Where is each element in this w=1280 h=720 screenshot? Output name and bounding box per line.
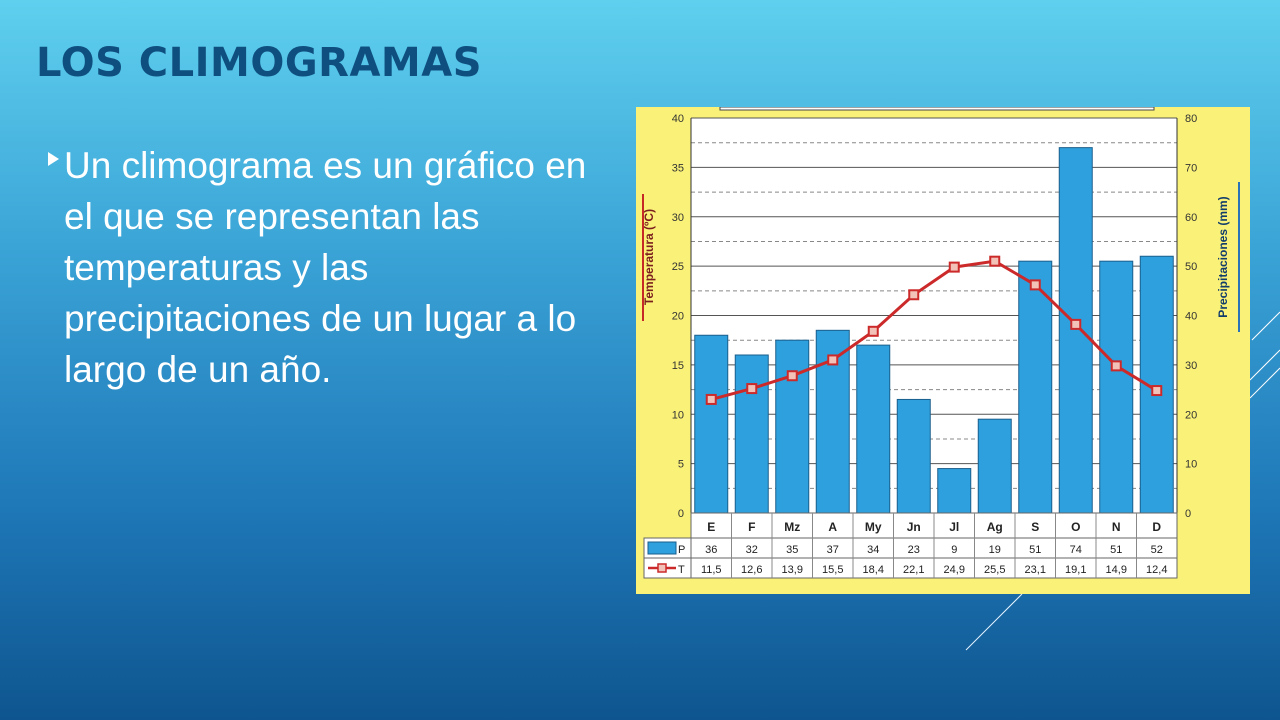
temp-value-My: 18,4 — [863, 564, 884, 576]
category-label-F: F — [748, 520, 755, 534]
temperature-point-D — [1151, 385, 1163, 397]
temperature-point-N — [1110, 360, 1122, 372]
right-tick-label: 80 — [1185, 113, 1197, 125]
bar-O — [1058, 147, 1093, 514]
precip-value-E: 36 — [705, 544, 717, 556]
legend-line-marker — [657, 563, 667, 573]
temperature-point-F — [746, 383, 758, 395]
bar-Mz — [775, 339, 810, 514]
temperature-line — [710, 259, 1158, 401]
left-tick-label: 5 — [678, 459, 684, 471]
temperature-point-S — [1029, 279, 1041, 291]
temperature-point-My — [867, 325, 879, 337]
temp-value-D: 12,4 — [1146, 564, 1167, 576]
precip-value-Jl: 9 — [951, 544, 957, 556]
legend-bar-swatch — [647, 541, 677, 555]
temperature-point-E — [705, 393, 717, 405]
category-label-S: S — [1031, 520, 1039, 534]
temp-value-N: 14,9 — [1106, 564, 1127, 576]
category-label-A: A — [828, 520, 837, 534]
temp-value-S: 23,1 — [1025, 564, 1046, 576]
bar-S — [1018, 260, 1053, 514]
temperature-point-O — [1070, 318, 1082, 330]
precip-value-F: 32 — [746, 544, 758, 556]
bullet-item: Un climograma es un gráfico en el que se… — [48, 140, 618, 395]
temperature-point-Mz — [786, 370, 798, 382]
precip-value-My: 34 — [867, 544, 879, 556]
right-tick-label: 70 — [1185, 162, 1197, 174]
temp-value-Mz: 13,9 — [782, 564, 803, 576]
bar-N — [1099, 260, 1134, 514]
temperature-point-Jl — [948, 261, 960, 273]
category-label-E: E — [707, 520, 715, 534]
temp-value-O: 19,1 — [1065, 564, 1086, 576]
left-tick-label: 25 — [672, 261, 684, 273]
legend-label-p: P — [678, 544, 685, 556]
right-tick-label: 30 — [1185, 360, 1197, 372]
bar-F — [734, 354, 769, 514]
bar-E — [694, 334, 729, 514]
bar-Jl — [937, 468, 972, 514]
bar-My — [856, 344, 891, 514]
left-tick-label: 30 — [672, 212, 684, 224]
left-tick-label: 15 — [672, 360, 684, 372]
chart-header-box — [719, 107, 1155, 111]
precip-value-D: 52 — [1151, 544, 1163, 556]
temperature-point-A — [827, 354, 839, 366]
right-axis-title: Precipitaciones (mm) — [1216, 196, 1230, 317]
precip-value-O: 74 — [1070, 544, 1082, 556]
right-tick-label: 10 — [1185, 459, 1197, 471]
left-tick-label: 10 — [672, 409, 684, 421]
category-label-Jl: Jl — [949, 520, 959, 534]
right-tick-label: 40 — [1185, 311, 1197, 323]
temp-value-Jn: 22,1 — [903, 564, 924, 576]
precip-value-Jn: 23 — [908, 544, 920, 556]
precip-value-Mz: 35 — [786, 544, 798, 556]
right-tick-label: 0 — [1185, 508, 1191, 520]
temp-value-F: 12,6 — [741, 564, 762, 576]
category-label-Jn: Jn — [907, 520, 921, 534]
precip-value-N: 51 — [1110, 544, 1122, 556]
left-tick-label: 40 — [672, 113, 684, 125]
bar-Ag — [977, 418, 1012, 514]
precip-value-A: 37 — [827, 544, 839, 556]
left-tick-label: 20 — [672, 311, 684, 323]
bar-Jn — [896, 398, 931, 514]
climograph-chart: 0 5 10 15 20 25 30 35 40 0 10 20 30 40 50 60 70 80 Tempera… — [636, 107, 1250, 594]
category-label-My: My — [865, 520, 882, 534]
category-label-Mz: Mz — [784, 520, 800, 534]
right-tick-label: 20 — [1185, 409, 1197, 421]
climograph-svg: 0 5 10 15 20 25 30 35 40 0 10 20 30 40 50 60 70 80 Tempera… — [642, 107, 1240, 579]
temperature-point-Jn — [908, 289, 920, 301]
left-axis-title: Temperatura (ºC) — [642, 209, 656, 305]
temperature-point-Ag — [989, 255, 1001, 267]
temp-value-A: 15,5 — [822, 564, 843, 576]
legend-label-t: T — [678, 564, 685, 576]
right-tick-label: 60 — [1185, 212, 1197, 224]
bullet-text: Un climograma es un gráfico en el que se… — [64, 145, 587, 390]
category-label-D: D — [1152, 520, 1161, 534]
triangle-bullet-icon — [48, 152, 59, 166]
precip-value-Ag: 19 — [989, 544, 1001, 556]
temp-value-Jl: 24,9 — [944, 564, 965, 576]
right-tick-label: 50 — [1185, 261, 1197, 273]
slide-title: LOS CLIMOGRAMAS — [36, 40, 482, 86]
category-label-O: O — [1071, 520, 1080, 534]
category-label-N: N — [1112, 520, 1121, 534]
precip-value-S: 51 — [1029, 544, 1041, 556]
temp-value-E: 11,5 — [701, 564, 722, 576]
temp-value-Ag: 25,5 — [984, 564, 1005, 576]
left-tick-label: 35 — [672, 162, 684, 174]
category-label-Ag: Ag — [987, 520, 1003, 534]
left-tick-label: 0 — [678, 508, 684, 520]
